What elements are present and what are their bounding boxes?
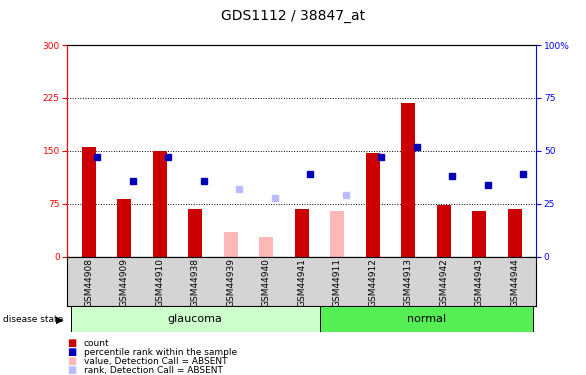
Text: GSM44943: GSM44943 bbox=[475, 258, 484, 307]
Text: ■: ■ bbox=[67, 347, 77, 357]
Text: GDS1112 / 38847_at: GDS1112 / 38847_at bbox=[221, 9, 365, 23]
Text: ■: ■ bbox=[67, 365, 77, 375]
Text: GSM44911: GSM44911 bbox=[333, 258, 342, 308]
Bar bbox=[330, 211, 345, 257]
Text: ■: ■ bbox=[67, 338, 77, 348]
Bar bbox=[295, 209, 309, 257]
Text: value, Detection Call = ABSENT: value, Detection Call = ABSENT bbox=[84, 357, 227, 366]
Text: GSM44938: GSM44938 bbox=[191, 258, 200, 308]
Text: GSM44940: GSM44940 bbox=[262, 258, 271, 307]
Text: GSM44944: GSM44944 bbox=[510, 258, 519, 307]
Text: ▶: ▶ bbox=[56, 315, 63, 324]
Text: count: count bbox=[84, 339, 110, 348]
Bar bbox=[437, 206, 451, 257]
Bar bbox=[152, 151, 167, 257]
Text: disease state: disease state bbox=[3, 315, 63, 324]
Text: GSM44909: GSM44909 bbox=[120, 258, 129, 308]
FancyBboxPatch shape bbox=[71, 306, 319, 332]
Bar bbox=[472, 211, 486, 257]
Text: GSM44913: GSM44913 bbox=[404, 258, 413, 308]
Text: glaucoma: glaucoma bbox=[168, 314, 223, 324]
Bar bbox=[508, 209, 522, 257]
Bar bbox=[81, 147, 96, 257]
Bar bbox=[366, 153, 380, 257]
Text: normal: normal bbox=[407, 314, 446, 324]
Text: percentile rank within the sample: percentile rank within the sample bbox=[84, 348, 237, 357]
Text: rank, Detection Call = ABSENT: rank, Detection Call = ABSENT bbox=[84, 366, 223, 375]
Bar bbox=[188, 209, 202, 257]
Text: GSM44912: GSM44912 bbox=[369, 258, 377, 307]
Bar bbox=[224, 232, 238, 257]
Bar bbox=[117, 199, 131, 257]
Text: ■: ■ bbox=[67, 356, 77, 366]
Text: GSM44942: GSM44942 bbox=[440, 258, 448, 307]
Text: GSM44941: GSM44941 bbox=[297, 258, 306, 307]
Text: GSM44910: GSM44910 bbox=[155, 258, 164, 308]
Bar bbox=[401, 103, 415, 257]
Text: GSM44939: GSM44939 bbox=[226, 258, 235, 308]
Bar bbox=[259, 237, 274, 257]
FancyBboxPatch shape bbox=[319, 306, 533, 332]
Text: GSM44908: GSM44908 bbox=[84, 258, 93, 308]
